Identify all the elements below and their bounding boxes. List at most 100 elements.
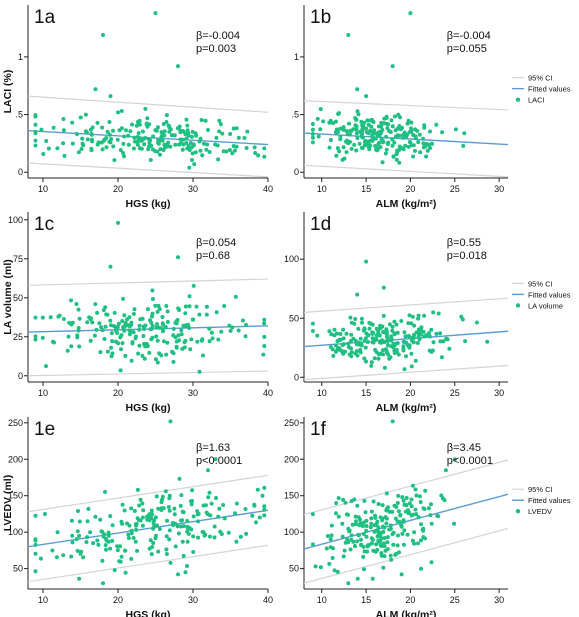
data-point xyxy=(388,130,393,134)
data-point xyxy=(153,11,158,16)
data-point xyxy=(354,124,359,129)
data-point xyxy=(115,331,120,335)
data-point xyxy=(422,507,427,511)
data-point xyxy=(262,321,267,326)
data-point xyxy=(122,328,127,333)
data-point xyxy=(180,147,185,152)
data-point xyxy=(185,564,189,568)
data-point xyxy=(380,160,385,165)
data-point xyxy=(150,512,155,517)
data-point xyxy=(78,551,83,556)
data-point xyxy=(204,304,209,309)
data-point xyxy=(180,518,185,523)
data-point xyxy=(171,333,176,338)
data-point xyxy=(213,142,218,147)
data-point xyxy=(96,542,101,547)
data-point xyxy=(361,544,366,549)
data-point xyxy=(170,349,175,354)
data-point xyxy=(116,321,121,326)
data-point xyxy=(167,508,172,513)
data-point xyxy=(358,522,363,527)
data-point xyxy=(423,144,428,149)
ci-lower-line xyxy=(304,527,508,584)
data-point xyxy=(170,521,175,525)
data-point xyxy=(382,365,387,370)
data-point xyxy=(396,352,401,357)
data-point xyxy=(183,570,188,575)
data-point xyxy=(334,153,339,158)
data-point xyxy=(130,122,135,127)
data-point xyxy=(142,142,147,147)
data-point xyxy=(361,554,366,559)
data-point xyxy=(346,141,351,146)
data-point xyxy=(398,115,402,120)
data-point xyxy=(338,126,343,131)
data-point xyxy=(173,142,178,147)
x-axis-title: HGS (kg) xyxy=(126,198,171,210)
data-point xyxy=(183,338,188,343)
data-point xyxy=(187,326,192,330)
data-point xyxy=(412,530,417,535)
data-point xyxy=(83,112,88,117)
data-point xyxy=(123,353,128,358)
y-tick-label: 0 xyxy=(294,372,299,382)
data-point xyxy=(188,347,193,352)
x-tick-label: 30 xyxy=(188,184,198,194)
data-point xyxy=(409,497,414,502)
data-point xyxy=(110,339,115,344)
data-point xyxy=(414,493,419,498)
data-point xyxy=(120,319,125,323)
data-point xyxy=(252,145,257,150)
data-point xyxy=(360,146,365,150)
data-point xyxy=(364,518,369,523)
data-point xyxy=(244,531,249,536)
data-point xyxy=(422,125,427,130)
data-point xyxy=(416,313,421,318)
data-point xyxy=(194,304,199,309)
data-point xyxy=(198,148,203,153)
data-point xyxy=(367,326,372,331)
data-point xyxy=(415,341,420,345)
data-point xyxy=(188,141,193,145)
data-point xyxy=(392,348,397,353)
data-point xyxy=(145,515,150,520)
data-point xyxy=(315,333,320,338)
data-point xyxy=(207,339,212,344)
data-point xyxy=(191,534,196,539)
data-point xyxy=(355,136,360,140)
data-point xyxy=(143,323,148,328)
data-point xyxy=(376,525,381,530)
data-point xyxy=(106,530,111,535)
data-point xyxy=(392,140,397,145)
data-point xyxy=(385,332,390,337)
data-point xyxy=(313,564,318,569)
data-point xyxy=(180,129,185,133)
data-point xyxy=(341,336,346,341)
data-point xyxy=(381,285,386,290)
data-point xyxy=(384,521,389,526)
y-tick-label: 200 xyxy=(284,454,299,464)
x-tick-label: 20 xyxy=(405,388,415,398)
data-point xyxy=(328,345,333,349)
data-point xyxy=(370,330,375,335)
data-point xyxy=(355,576,360,581)
data-point xyxy=(166,140,171,145)
data-point xyxy=(354,522,358,527)
data-point xyxy=(121,325,126,330)
data-point xyxy=(168,560,173,565)
data-point xyxy=(236,135,241,140)
data-point xyxy=(364,528,369,533)
legend-point-swatch xyxy=(515,97,521,102)
data-point xyxy=(122,508,127,513)
data-point xyxy=(76,150,81,155)
data-point xyxy=(391,542,396,547)
data-point xyxy=(419,566,424,571)
data-point xyxy=(100,558,105,563)
data-point xyxy=(409,143,414,148)
data-point xyxy=(416,515,421,520)
data-point xyxy=(384,134,388,139)
data-point xyxy=(387,322,392,327)
beta-value: β=-0.004 xyxy=(196,30,240,42)
x-tick-label: 30 xyxy=(494,388,504,398)
data-point xyxy=(119,347,123,352)
